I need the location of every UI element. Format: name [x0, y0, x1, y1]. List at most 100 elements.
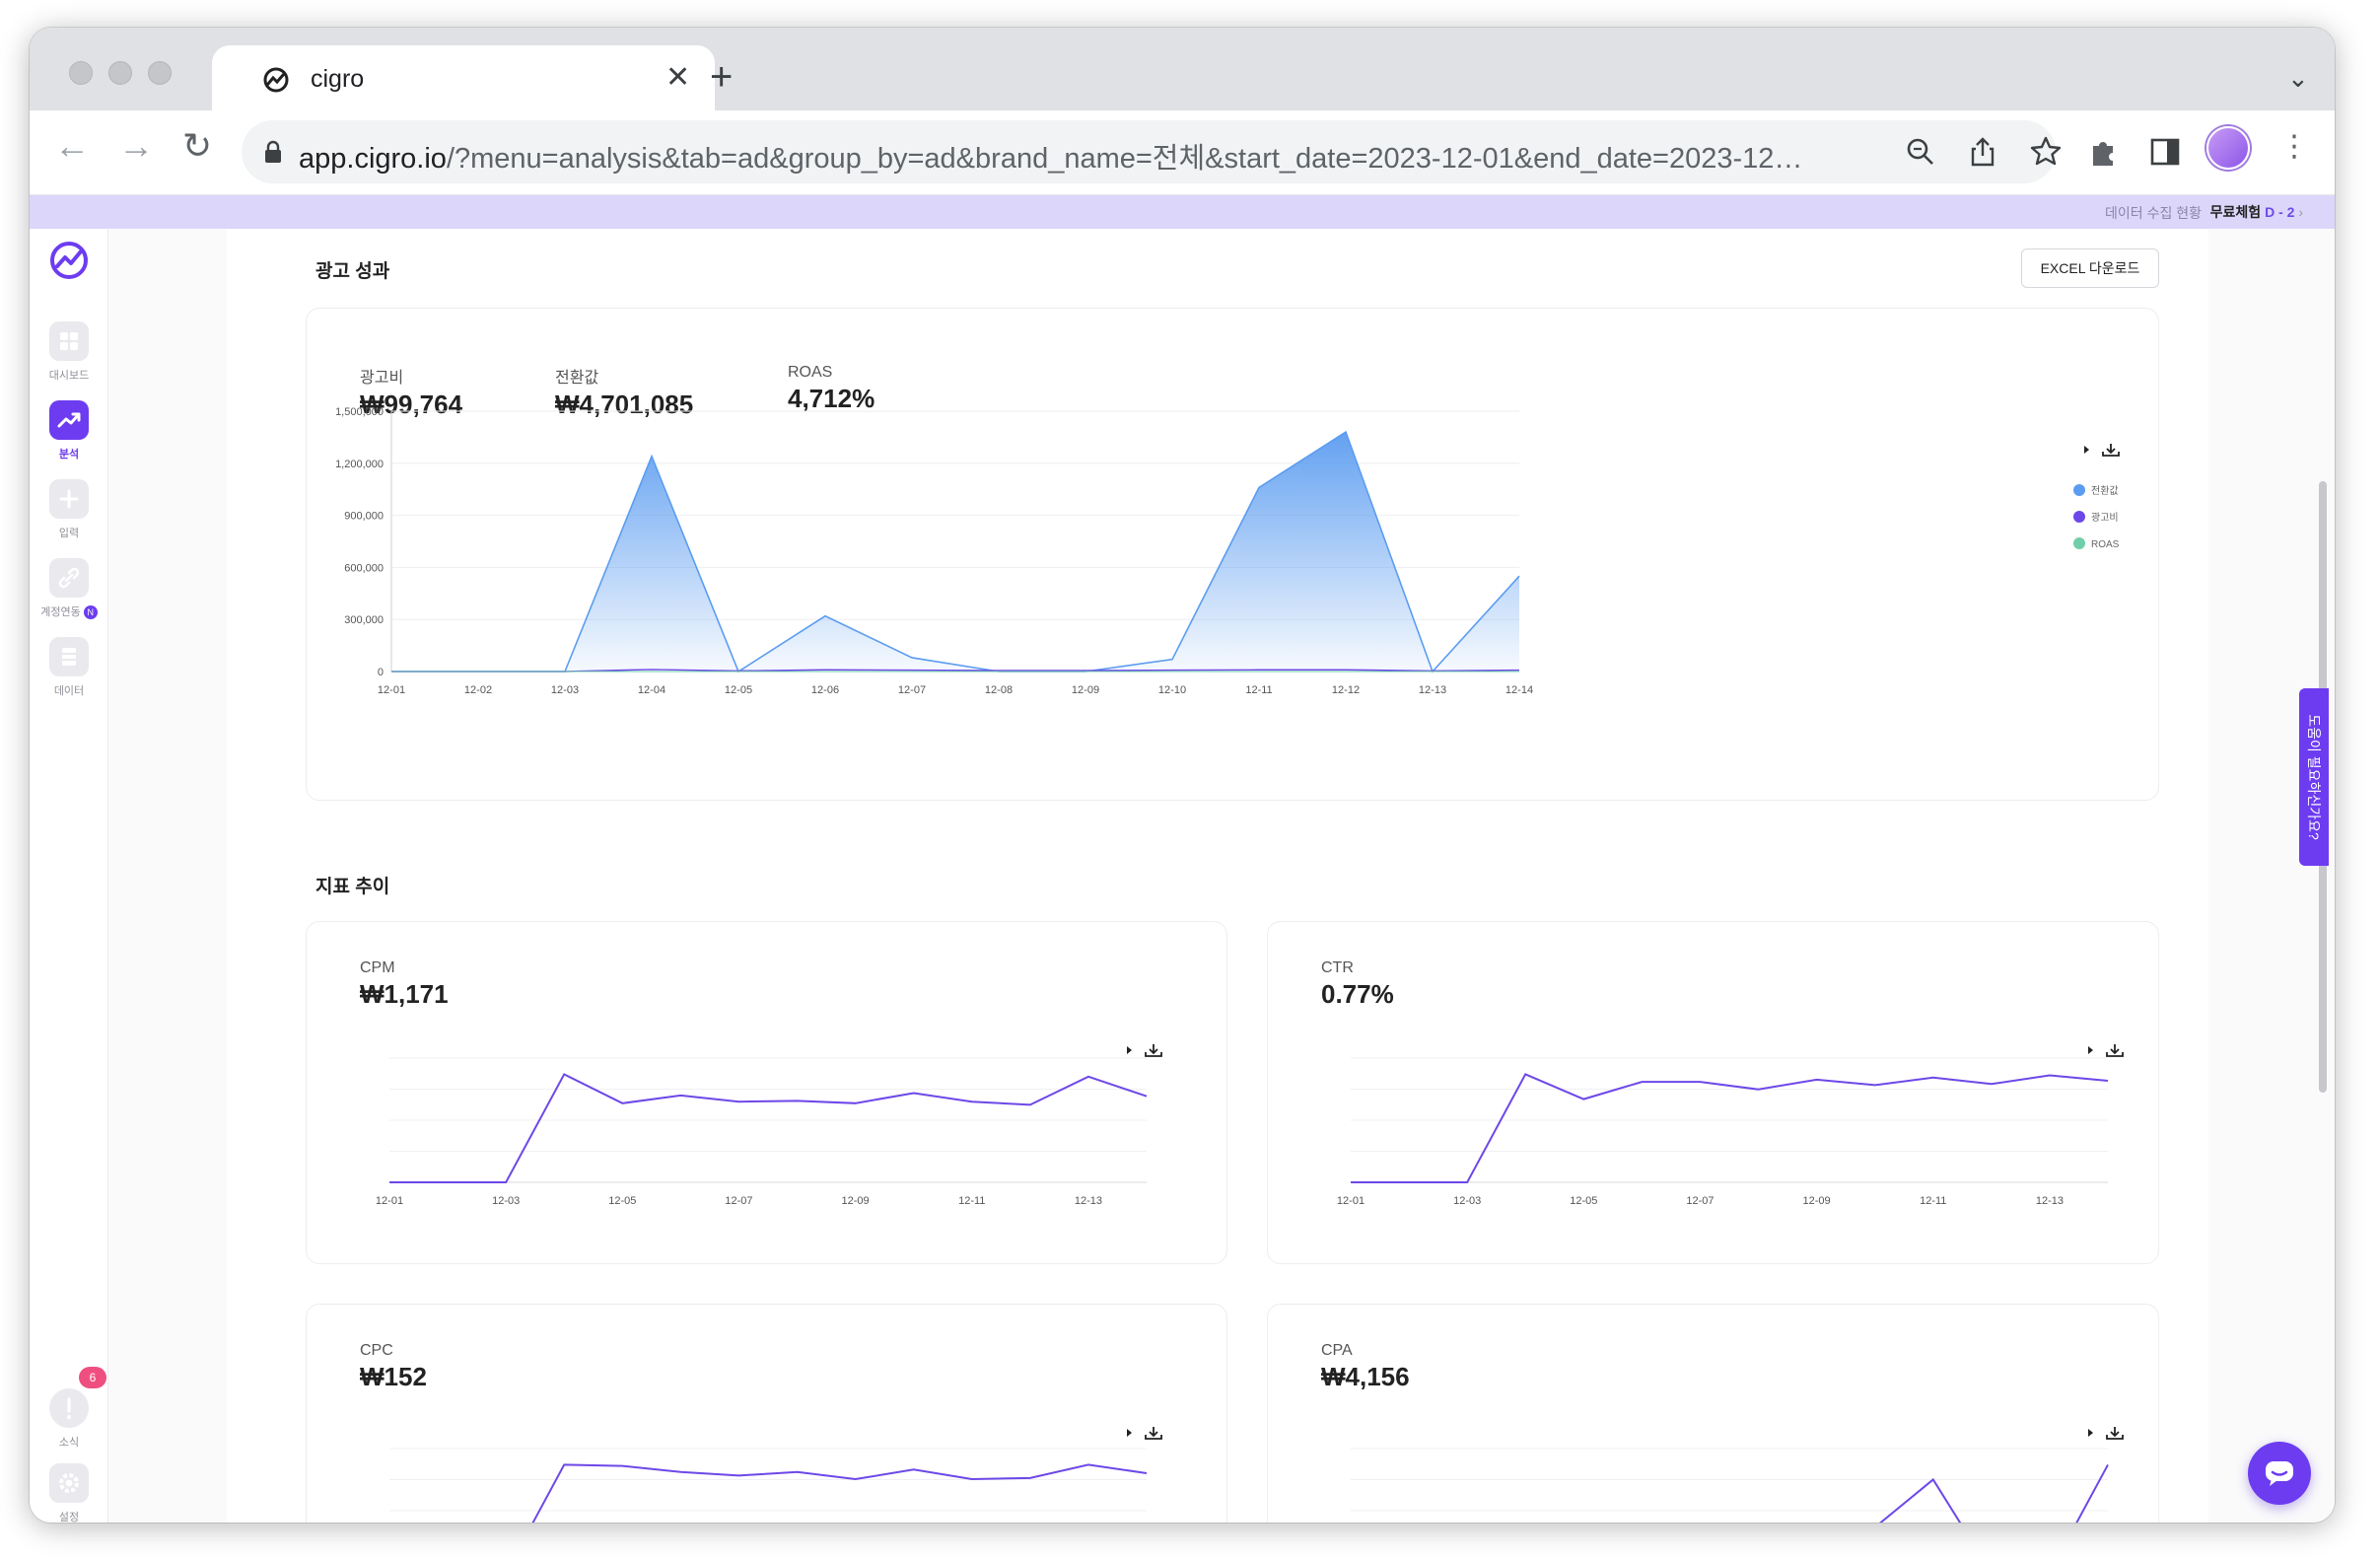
tab-title: cigro [311, 65, 365, 93]
cpc-chart[interactable] [307, 1305, 1228, 1523]
browser-toolbar: ← → ↻ app.cigro.io/?menu=analysis&tab=ad… [30, 110, 2335, 195]
x-tick-label: 12-13 [2036, 1195, 2064, 1207]
new-tab-button[interactable]: + [710, 55, 734, 99]
kpi-label: CTR [1321, 959, 1354, 976]
kpi-value: ₩4,701,085 [555, 390, 694, 419]
sidebar-item-input[interactable]: 입력 [30, 479, 108, 540]
y-tick-label: 1,200,000 [335, 459, 384, 470]
kpi-label: CPA [1321, 1342, 1353, 1359]
ad-performance-chart[interactable]: 0 300,000 600,000 900,000 1,200,000 1,500,000… [307, 309, 2160, 802]
collapse-arrow-icon [2088, 1046, 2093, 1054]
download-icon [2106, 1044, 2124, 1057]
x-tick-label: 12-03 [492, 1195, 520, 1207]
extensions-icon[interactable] [2085, 134, 2121, 170]
trend-icon [49, 400, 89, 440]
cpm-chart[interactable]: 12-01 12-03 12-05 12-07 12-09 12-11 12-13 [307, 922, 1228, 1265]
x-tick-label: 12-01 [378, 684, 405, 696]
kpi-value: ₩4,156 [1321, 1362, 1410, 1391]
sidebar-item-settings[interactable]: 설정 [30, 1463, 108, 1523]
address-bar[interactable]: app.cigro.io/?menu=analysis&tab=ad&group… [242, 120, 2062, 183]
download-icon [1145, 1427, 1162, 1440]
reload-button[interactable]: ↻ [182, 125, 213, 166]
sidebar-item-data[interactable]: 데이터 [30, 637, 108, 698]
x-tick-label: 12-03 [1453, 1195, 1481, 1207]
gear-icon [49, 1463, 89, 1503]
browser-window: cigro ✕ + ⌄ ← → ↻ app.cigro.io/?menu=ana… [30, 28, 2335, 1523]
sidebar-item-news[interactable]: 6 소식 [30, 1367, 108, 1450]
news-count-badge: 6 [79, 1367, 106, 1388]
sidebar-item-dashboard[interactable]: 대시보드 [30, 321, 108, 383]
x-tick-label: 12-05 [725, 684, 752, 696]
trend-title: 지표 추이 [315, 877, 390, 897]
url-domain: app.cigro.io [299, 143, 447, 175]
cpc-card: CPC ₩152 [306, 1304, 1227, 1523]
x-tick-label: 12-13 [1419, 684, 1446, 696]
x-tick-label: 12-01 [376, 1195, 403, 1207]
x-tick-label: 12-07 [725, 1195, 752, 1207]
x-tick-label: 12-11 [958, 1195, 985, 1207]
close-window-dot[interactable] [69, 61, 93, 85]
free-trial-link[interactable]: 무료체험 D - 2 › [2210, 202, 2303, 222]
y-tick-label: 900,000 [344, 511, 384, 523]
share-icon[interactable] [1965, 134, 2000, 170]
tab-list-chevron-icon[interactable]: ⌄ [2287, 63, 2309, 93]
browser-menu-icon[interactable]: ⋮ [2279, 130, 2309, 163]
legend-label: ROAS [2091, 539, 2120, 550]
ctr-chart[interactable]: 12-01 12-03 12-05 12-07 12-09 12-11 12-13 [1268, 922, 2160, 1265]
minimize-window-dot[interactable] [108, 61, 132, 85]
cigro-favicon-icon [263, 67, 289, 93]
chat-button[interactable] [2248, 1442, 2311, 1505]
x-tick-label: 12-14 [1505, 684, 1533, 696]
x-tick-label: 12-06 [811, 684, 839, 696]
cpm-card: CPM ₩1,171 12-01 12-03 12-05 12-07 12-09 12-1… [306, 921, 1227, 1264]
kpi-cpc: CPC ₩152 [360, 1342, 427, 1392]
data-collection-status-link[interactable]: 데이터 수집 현황 [2105, 205, 2202, 221]
sidebar-item-label: 설정 [58, 1512, 80, 1523]
x-tick-label: 12-02 [464, 684, 492, 696]
back-button[interactable]: ← [54, 125, 90, 166]
kpi-value: 4,712% [788, 384, 875, 413]
cigro-logo-icon[interactable] [47, 239, 91, 282]
x-tick-label: 12-09 [842, 1195, 870, 1207]
cpa-card: CPA ₩4,156 [1267, 1304, 2159, 1523]
bookmark-star-icon[interactable] [2028, 134, 2064, 170]
download-icon [2106, 1427, 2124, 1440]
x-tick-label: 12-13 [1075, 1195, 1102, 1207]
y-tick-label: 600,000 [344, 562, 384, 574]
collapse-arrow-icon [1127, 1046, 1132, 1054]
sidebar-item-label: 계정연동 N [30, 603, 108, 620]
series-line-cpc [531, 1463, 1148, 1523]
kpi-label: CPC [360, 1342, 393, 1359]
x-tick-label: 12-07 [898, 684, 926, 696]
forward-button[interactable]: → [118, 125, 154, 166]
grid-icon [49, 321, 89, 361]
ad-performance-title: 광고 성과 [315, 261, 390, 282]
legend-label: 전환값 [2091, 485, 2119, 497]
y-tick-label: 300,000 [344, 614, 384, 626]
tab-close-icon[interactable]: ✕ [665, 61, 691, 94]
help-tab[interactable]: 도움이 필요하신가요? [2299, 688, 2329, 866]
collapse-arrow-icon [2088, 1429, 2093, 1437]
ad-performance-card: 광고비 ₩99,764 전환값 ₩4,701,085 ROAS 4,712% 0… [306, 308, 2159, 801]
x-tick-label: 12-05 [608, 1195, 636, 1207]
sidebar-item-integration[interactable]: 계정연동 N [30, 558, 108, 620]
kpi-label: CPM [360, 959, 395, 976]
x-tick-label: 12-08 [985, 684, 1013, 696]
profile-avatar[interactable] [2206, 126, 2250, 170]
zoom-icon[interactable] [1903, 134, 1938, 170]
kpi-conversion-value: 전환값 ₩4,701,085 [555, 364, 693, 420]
excel-download-button[interactable]: EXCEL 다운로드 [2021, 248, 2159, 288]
x-tick-label: 12-12 [1332, 684, 1360, 696]
cpa-chart[interactable] [1268, 1305, 2160, 1523]
sidebar-item-label: 분석 [58, 449, 80, 461]
kpi-value: ₩1,171 [360, 979, 449, 1009]
series-line-cpm [389, 1073, 1148, 1183]
side-panel-icon[interactable] [2147, 134, 2183, 170]
legend-dot [2073, 537, 2085, 549]
browser-tab[interactable]: cigro ✕ [212, 45, 715, 110]
zoom-window-dot[interactable] [148, 61, 172, 85]
sidebar-item-label: 소식 [58, 1437, 80, 1449]
sidebar-item-analysis[interactable]: 분석 [30, 400, 108, 461]
url-text[interactable]: app.cigro.io/?menu=analysis&tab=ad&group… [299, 135, 1837, 177]
